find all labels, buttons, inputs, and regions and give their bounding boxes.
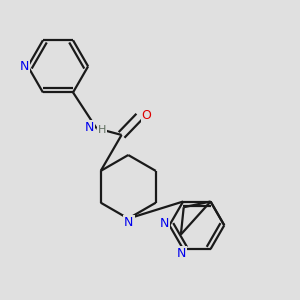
Text: N: N xyxy=(124,216,134,230)
Text: H: H xyxy=(98,125,106,135)
Text: O: O xyxy=(142,110,152,122)
Text: N: N xyxy=(20,60,29,73)
Text: N: N xyxy=(85,121,94,134)
Text: N: N xyxy=(160,217,169,230)
Text: N: N xyxy=(177,247,186,260)
